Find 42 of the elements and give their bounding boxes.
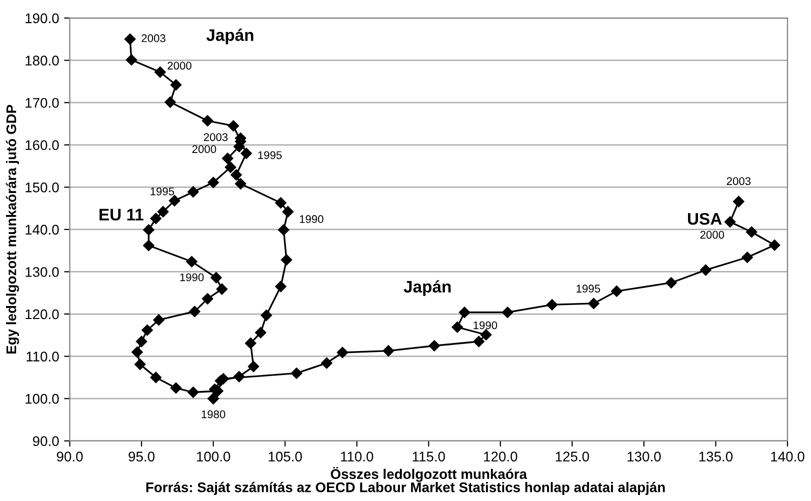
x-tick-label: 135.0 [699, 452, 733, 462]
x-axis-title: Összes ledolgozott munkaóra [330, 467, 528, 482]
x-tick-label: 110.0 [341, 452, 374, 462]
y-tick-label: 150.0 [26, 182, 59, 192]
annotation: 1995 [576, 284, 600, 293]
annotation: 1995 [150, 187, 174, 196]
annotation: 1990 [300, 215, 324, 224]
y-tick-label: 160.0 [26, 140, 59, 150]
annotation: 1980 [202, 410, 226, 418]
y-tick-label: 120.0 [26, 309, 59, 320]
y-tick-label: 130.0 [26, 267, 59, 277]
x-tick-label: 105.0 [268, 452, 302, 462]
x-tick-label: 100.0 [196, 452, 230, 462]
y-tick-label: 90.0 [32, 436, 59, 446]
annotation: 1995 [258, 151, 282, 160]
y-tick-label: 180.0 [26, 56, 59, 66]
series-label: EU 11 [100, 208, 144, 221]
y-tick-label: 100.0 [26, 394, 59, 404]
annotation: 2000 [168, 62, 192, 70]
y-tick-label: 110.0 [26, 352, 59, 362]
y-axis-title: Egy ledolgozott munkaórára jutó GDP [6, 104, 20, 354]
x-tick-label: 90.0 [56, 452, 83, 462]
y-tick-label: 170.0 [26, 98, 59, 108]
annotation: Japán [404, 280, 451, 296]
annotation: 2000 [700, 230, 724, 239]
annotation: 2003 [204, 133, 228, 142]
annotation: 1990 [180, 273, 204, 282]
y-tick-label: 140.0 [26, 224, 59, 235]
y-tick-label: 190.0 [26, 13, 59, 24]
annotation: 2003 [142, 34, 166, 42]
x-tick-label: 140.0 [771, 452, 804, 462]
x-tick-label: 120.0 [484, 452, 518, 462]
text: Japán [206, 28, 254, 44]
annotation: 1990 [474, 321, 498, 330]
text: Forrás: Saját számítás az OECD Labour Market Statistics honlap adatai alapján [146, 482, 665, 495]
x-tick-label: 130.0 [628, 452, 661, 462]
annotation: 2000 [192, 145, 216, 154]
annotation: 2003 [726, 177, 751, 186]
x-tick-label: 95.0 [128, 452, 154, 462]
x-tick-label: 115.0 [412, 452, 445, 462]
x-tick-label: 125.0 [556, 452, 589, 462]
series-label: USA [688, 212, 722, 225]
